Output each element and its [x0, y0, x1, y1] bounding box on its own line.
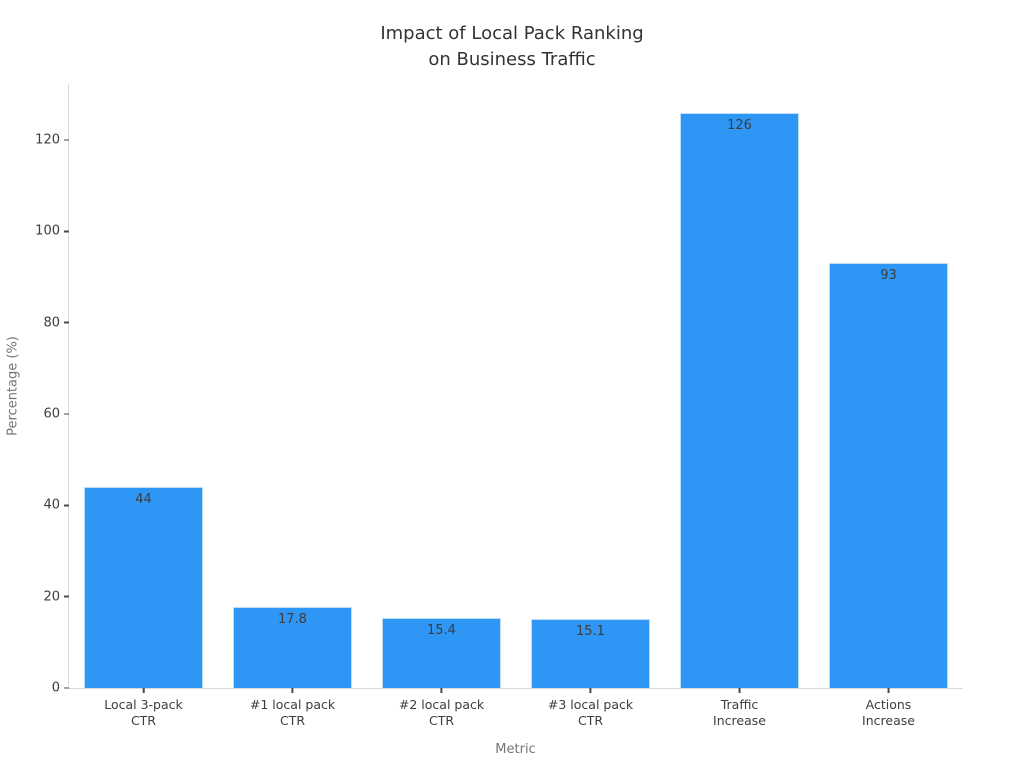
- x-tick-mark: [738, 688, 741, 693]
- x-tick-label: Traffic Increase: [713, 697, 766, 728]
- x-tick-mark: [440, 688, 443, 693]
- chart-title: Impact of Local Pack Ranking on Business…: [380, 23, 644, 70]
- bar: 44: [83, 487, 204, 688]
- y-tick: 80: [43, 315, 69, 330]
- plot-area: 0 20 40 60 80 100 120 44 Local 3-pack CTR 17.8 #1 …: [35, 84, 963, 728]
- bar-value-label: 126: [727, 117, 752, 133]
- x-tick-label: Actions Increase: [862, 697, 915, 728]
- y-tick-mark: [64, 687, 69, 689]
- y-tick-label: 100: [35, 223, 60, 239]
- y-tick-mark: [64, 230, 69, 233]
- x-tick: Traffic Increase: [713, 688, 766, 729]
- y-tick: 60: [43, 407, 69, 422]
- x-tick-mark: [887, 688, 890, 693]
- y-axis-label: Percentage (%): [5, 336, 21, 436]
- x-tick: #2 local pack CTR: [399, 688, 484, 729]
- x-tick-mark: [291, 688, 294, 693]
- bar-value-label: 15.4: [427, 622, 456, 638]
- x-tick: Local 3-pack CTR: [104, 688, 183, 729]
- bar: 15.1: [530, 619, 651, 688]
- y-tick-mark: [64, 504, 69, 507]
- y-tick: 120: [35, 133, 69, 148]
- y-tick: 40: [43, 498, 69, 513]
- x-tick-label: #2 local pack CTR: [398, 697, 485, 728]
- x-axis-label: Metric: [495, 742, 536, 757]
- y-tick: 0: [52, 681, 69, 696]
- bar-value-label: 44: [135, 492, 152, 508]
- x-tick-mark: [142, 688, 145, 693]
- y-tick-mark: [64, 595, 69, 598]
- bar: 126: [679, 112, 800, 688]
- x-tick-mark: [589, 688, 592, 693]
- y-tick-mark: [64, 413, 69, 415]
- y-tick: 20: [43, 589, 69, 604]
- bar-value-label: 93: [880, 268, 897, 284]
- bar-value-label: 17.8: [278, 611, 307, 627]
- y-tick-label: 20: [43, 589, 60, 605]
- x-tick: #3 local pack CTR: [548, 688, 633, 729]
- x-tick-label: #3 local pack CTR: [547, 697, 634, 728]
- y-tick-label: 60: [43, 406, 60, 422]
- y-tick-mark: [64, 321, 69, 324]
- y-tick-label: 0: [51, 680, 60, 696]
- y-tick: 100: [35, 224, 69, 239]
- y-tick-mark: [64, 139, 69, 141]
- x-tick: #1 local pack CTR: [250, 688, 335, 729]
- y-tick-label: 40: [43, 497, 60, 513]
- y-tick-label: 80: [43, 315, 60, 331]
- bar: 17.8: [232, 606, 353, 688]
- x-tick-label: Local 3-pack CTR: [104, 697, 183, 728]
- y-tick-label: 120: [35, 132, 60, 148]
- x-tick-label: #1 local pack CTR: [249, 697, 336, 728]
- bar: 93: [828, 263, 949, 688]
- bar-value-label: 15.1: [576, 624, 605, 640]
- bar: 15.4: [381, 617, 502, 688]
- x-tick: Actions Increase: [862, 688, 915, 729]
